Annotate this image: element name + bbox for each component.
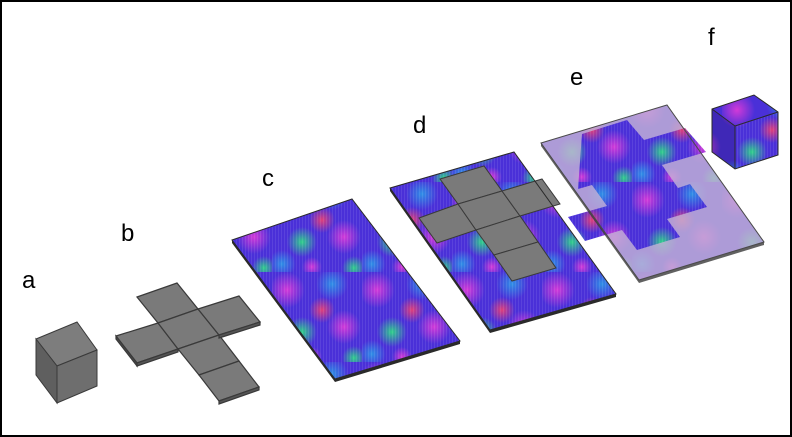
label-e: e <box>570 64 584 91</box>
textured-plate-c <box>231 198 461 382</box>
label-a: a <box>22 267 36 294</box>
label-b: b <box>121 220 135 247</box>
label-f: f <box>708 24 715 51</box>
textured-plate-d <box>389 151 617 333</box>
textured-cross <box>568 120 707 250</box>
textured-cube-f <box>711 94 779 170</box>
cube-a <box>35 321 98 405</box>
cube-net-b <box>114 282 262 405</box>
gray-cross-cutout <box>418 165 561 282</box>
label-d: d <box>413 112 427 139</box>
translucent-plate-e <box>540 104 765 283</box>
label-c: c <box>262 165 274 192</box>
